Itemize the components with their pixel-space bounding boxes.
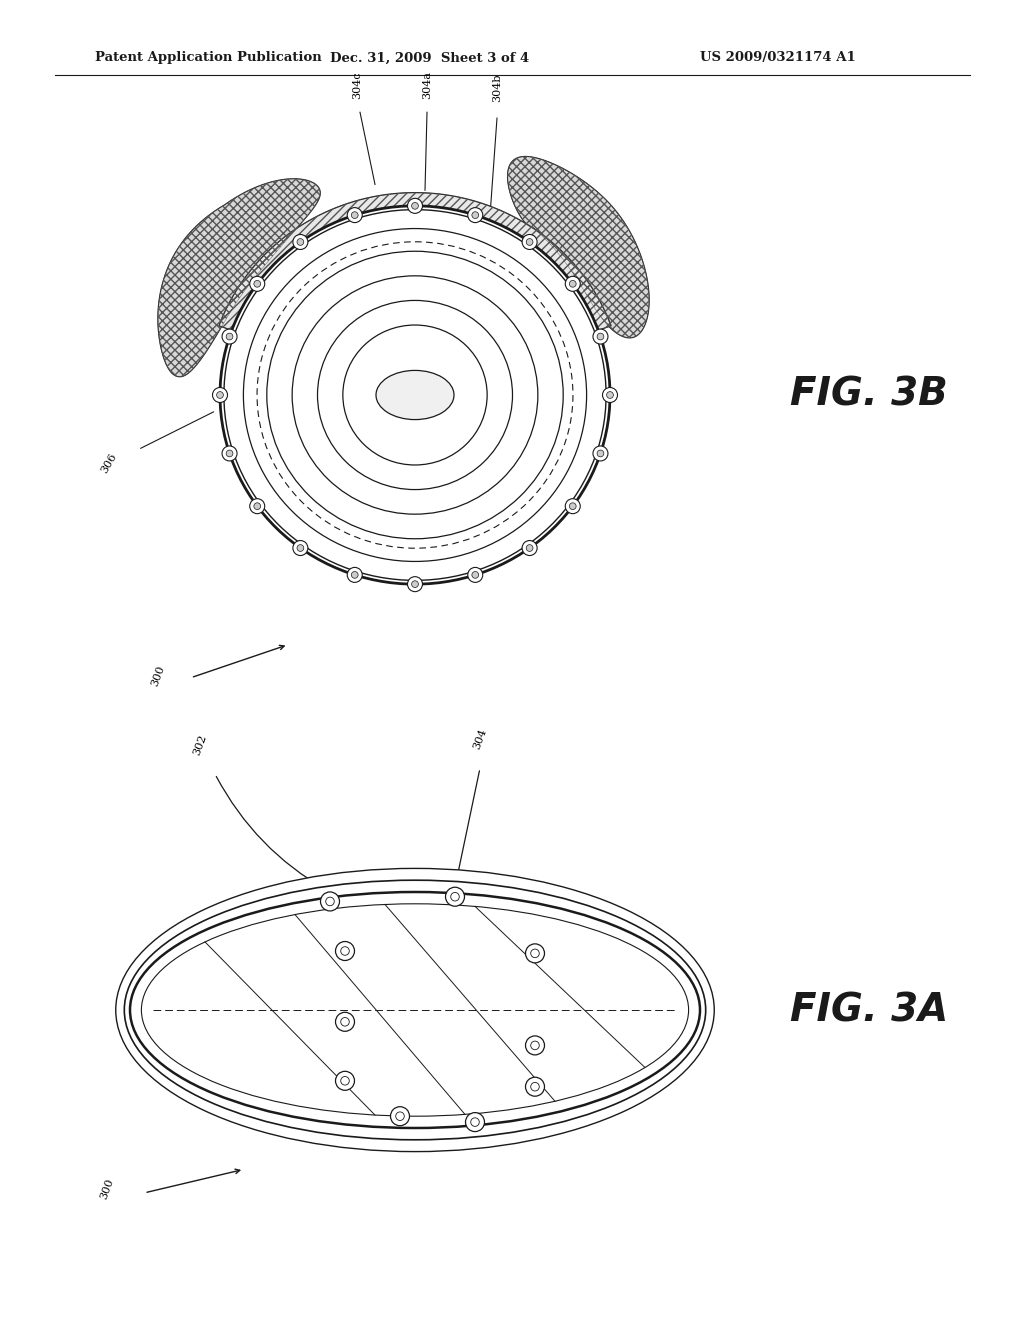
Circle shape <box>297 239 304 246</box>
Circle shape <box>468 207 482 223</box>
Text: FIG. 3B: FIG. 3B <box>790 376 948 414</box>
Text: FIG. 3A: FIG. 3A <box>790 991 948 1030</box>
Circle shape <box>593 446 608 461</box>
Circle shape <box>222 446 237 461</box>
Circle shape <box>250 499 265 513</box>
Circle shape <box>408 198 423 214</box>
Circle shape <box>408 577 423 591</box>
Polygon shape <box>508 156 649 338</box>
Circle shape <box>525 944 545 962</box>
Circle shape <box>336 941 354 961</box>
Polygon shape <box>158 178 321 376</box>
Circle shape <box>336 1072 354 1090</box>
Circle shape <box>351 211 358 219</box>
Text: 310: 310 <box>406 325 426 348</box>
Circle shape <box>213 388 227 403</box>
Ellipse shape <box>376 371 454 420</box>
Circle shape <box>565 276 581 292</box>
Circle shape <box>522 540 538 556</box>
Circle shape <box>468 568 482 582</box>
Circle shape <box>593 329 608 345</box>
Text: 300: 300 <box>99 1177 116 1201</box>
Circle shape <box>522 235 538 249</box>
Circle shape <box>526 545 534 552</box>
Ellipse shape <box>124 880 706 1139</box>
Circle shape <box>347 207 362 223</box>
Ellipse shape <box>116 869 715 1151</box>
Circle shape <box>597 333 604 341</box>
Circle shape <box>226 450 232 457</box>
Circle shape <box>606 392 613 399</box>
Circle shape <box>602 388 617 403</box>
Circle shape <box>293 540 308 556</box>
Text: US 2009/0321174 A1: US 2009/0321174 A1 <box>700 51 856 65</box>
Circle shape <box>525 1036 545 1055</box>
Ellipse shape <box>220 206 610 585</box>
Circle shape <box>226 333 232 341</box>
Circle shape <box>569 503 577 510</box>
Text: Patent Application Publication: Patent Application Publication <box>95 51 322 65</box>
Text: 302a: 302a <box>249 1016 278 1027</box>
Circle shape <box>217 392 223 399</box>
Circle shape <box>254 280 261 288</box>
Circle shape <box>569 280 577 288</box>
Circle shape <box>472 572 478 578</box>
Circle shape <box>472 211 478 219</box>
Circle shape <box>347 568 362 582</box>
Circle shape <box>466 1113 484 1131</box>
Circle shape <box>412 581 419 587</box>
Text: 304b: 304b <box>446 1059 475 1069</box>
Text: 308: 308 <box>254 465 274 488</box>
Text: 304c: 304c <box>352 71 362 99</box>
Text: 306: 306 <box>99 451 119 475</box>
Circle shape <box>297 545 304 552</box>
Circle shape <box>336 1012 354 1031</box>
Circle shape <box>321 892 340 911</box>
Circle shape <box>254 503 261 510</box>
Circle shape <box>445 887 465 907</box>
Circle shape <box>222 329 237 345</box>
Circle shape <box>293 235 308 249</box>
Text: 300: 300 <box>150 664 166 688</box>
Circle shape <box>525 1077 545 1096</box>
Polygon shape <box>219 193 611 331</box>
Circle shape <box>390 1106 410 1126</box>
Circle shape <box>565 499 581 513</box>
Text: Dec. 31, 2009  Sheet 3 of 4: Dec. 31, 2009 Sheet 3 of 4 <box>331 51 529 65</box>
Ellipse shape <box>130 892 700 1129</box>
Text: 302: 302 <box>191 733 208 756</box>
Circle shape <box>597 450 604 457</box>
Circle shape <box>351 572 358 578</box>
Text: 304b: 304b <box>492 74 502 103</box>
Circle shape <box>250 276 265 292</box>
Circle shape <box>526 239 534 246</box>
Circle shape <box>412 202 419 210</box>
Text: 304a: 304a <box>422 70 432 99</box>
Text: 304c: 304c <box>450 1014 477 1024</box>
Text: 304: 304 <box>472 727 488 750</box>
